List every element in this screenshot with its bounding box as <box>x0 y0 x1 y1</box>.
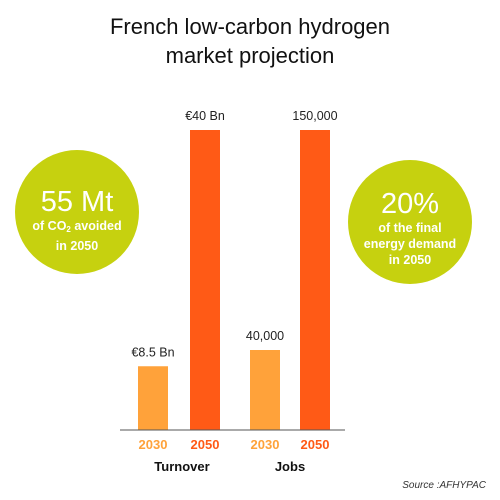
data-label-1-0: 40,000 <box>246 329 284 343</box>
chart-title: French low-carbon hydrogen market projec… <box>0 12 500 70</box>
co2-label-line-1: of CO2 avoided <box>32 219 122 234</box>
bar-0-0 <box>138 366 168 430</box>
source-note: Source :AFHYPAC <box>402 480 486 491</box>
energy-label-line-2: energy demand <box>363 237 457 251</box>
bar-1-0 <box>250 350 280 430</box>
tick-label-1-0: 2030 <box>251 437 280 452</box>
bar-1-1 <box>300 130 330 430</box>
group-label-0: Turnover <box>154 459 209 474</box>
data-label-0-1: €40 Bn <box>185 109 225 123</box>
group-label-1: Jobs <box>275 459 305 474</box>
energy-label-line-1: of the final <box>378 221 442 235</box>
energy-label-line-3: in 2050 <box>388 253 432 267</box>
bar-0-1 <box>190 130 220 430</box>
energy-share-value: 20% <box>380 188 440 220</box>
co2-avoided-callout: 55 Mt of CO2 avoided in 2050 <box>15 150 139 274</box>
energy-demand-callout: 20% of the final energy demand in 2050 <box>348 160 472 284</box>
title-line-2: market projection <box>165 43 335 68</box>
co2-value: 55 Mt <box>40 186 114 218</box>
co2-label-line-2: in 2050 <box>55 239 99 253</box>
data-label-0-0: €8.5 Bn <box>131 345 174 359</box>
tick-label-1-1: 2050 <box>301 437 330 452</box>
title-line-1: French low-carbon hydrogen <box>109 14 391 39</box>
tick-label-0-0: 2030 <box>139 437 168 452</box>
tick-label-0-1: 2050 <box>191 437 220 452</box>
data-label-1-1: 150,000 <box>292 109 337 123</box>
